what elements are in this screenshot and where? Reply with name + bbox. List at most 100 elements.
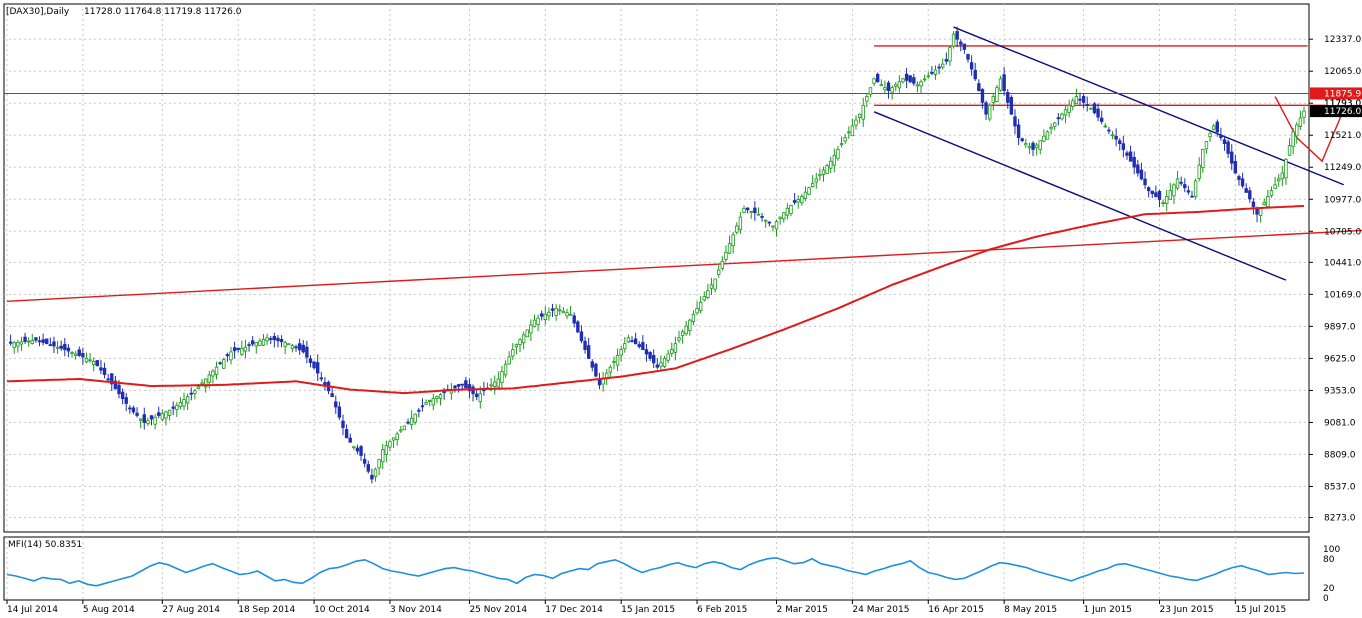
candle	[800, 194, 804, 206]
candle-body	[677, 337, 681, 341]
candle	[254, 341, 258, 354]
candle-body	[529, 324, 533, 334]
candle	[391, 437, 396, 448]
candle-body	[756, 213, 761, 216]
candle	[427, 399, 432, 407]
candle	[128, 404, 132, 414]
candle	[850, 118, 855, 137]
time-axis-label: 2 Mar 2015	[777, 605, 828, 615]
candle-body	[95, 360, 100, 367]
candle-body	[88, 359, 92, 362]
candle-body	[576, 321, 580, 333]
candle-body	[1067, 104, 1071, 113]
candle	[651, 349, 656, 369]
candle-body	[182, 399, 186, 407]
candle-body	[987, 104, 992, 120]
candle-body	[344, 429, 349, 439]
candle-body	[1154, 192, 1158, 197]
candle	[287, 343, 291, 346]
candle	[977, 79, 981, 92]
candle-body	[113, 380, 118, 390]
candle-body	[1045, 131, 1050, 140]
candle	[1067, 99, 1071, 118]
candle-body	[1230, 151, 1234, 164]
candle	[250, 336, 255, 347]
candle-body	[933, 69, 938, 75]
candle-body	[471, 386, 475, 395]
candle-body	[727, 243, 732, 254]
candle-body	[1204, 141, 1209, 150]
candle	[1291, 127, 1295, 155]
candle	[23, 332, 27, 344]
candle-body	[818, 174, 822, 177]
candle	[623, 337, 627, 353]
candle-body	[1262, 202, 1266, 206]
candle-body	[341, 420, 345, 428]
time-axis-label: 27 Aug 2014	[162, 605, 220, 615]
candle-body	[1002, 74, 1006, 92]
candle	[550, 303, 555, 317]
candle-body	[709, 284, 714, 289]
candle	[1099, 110, 1104, 125]
candle-body	[59, 345, 63, 349]
price-tag-box	[1310, 87, 1362, 100]
candle	[507, 351, 511, 365]
candle	[211, 369, 215, 384]
candle-body	[1063, 109, 1068, 116]
candle-body	[1197, 164, 1201, 179]
candle-body	[467, 384, 472, 392]
candle-body	[1150, 190, 1154, 195]
candle-body	[402, 425, 407, 431]
candle-body	[1172, 184, 1176, 197]
candle	[1110, 131, 1115, 140]
candle	[1107, 126, 1111, 134]
candle	[1262, 198, 1266, 206]
candle	[861, 97, 865, 127]
candle	[738, 211, 743, 234]
candle	[456, 383, 461, 393]
candle-body	[254, 342, 258, 347]
candle	[1302, 106, 1306, 124]
candle-body	[1099, 117, 1104, 122]
candle-body	[500, 371, 504, 383]
candle	[789, 204, 793, 217]
candle-body	[532, 319, 537, 328]
candle-body	[1009, 96, 1014, 115]
candle-body	[1277, 178, 1281, 182]
time-axis-label: 8 May 2015	[1004, 605, 1057, 615]
candle-body	[926, 75, 930, 78]
candle	[1150, 190, 1154, 199]
candle	[648, 351, 652, 362]
candle	[572, 312, 576, 328]
candle	[1096, 103, 1100, 122]
candle-body	[626, 337, 631, 343]
candle-body	[865, 96, 869, 102]
candle-body	[803, 191, 808, 200]
candle-body	[395, 433, 399, 440]
candle-body	[915, 84, 920, 87]
candle-body	[782, 212, 786, 220]
chart-ohlc-readout: 11728.0 11764.8 11719.8 11726.0	[84, 7, 242, 17]
candle	[785, 203, 790, 220]
candle	[615, 348, 620, 372]
candle	[1042, 129, 1046, 143]
candle	[395, 431, 399, 446]
candle	[229, 347, 233, 365]
candle	[431, 393, 436, 411]
candle	[749, 210, 753, 219]
candle	[316, 354, 320, 382]
candle	[760, 213, 764, 222]
candle	[1226, 139, 1230, 159]
candle-body	[84, 357, 89, 363]
candle	[684, 320, 688, 336]
candle-body	[287, 343, 291, 346]
candle-body	[879, 84, 884, 87]
candle	[1222, 136, 1227, 151]
candle	[312, 361, 316, 370]
candle-body	[117, 384, 121, 395]
candle	[969, 55, 974, 76]
candle-body	[807, 187, 811, 195]
candle-body	[149, 415, 154, 420]
candle-body	[937, 66, 941, 69]
candle	[1233, 154, 1238, 174]
